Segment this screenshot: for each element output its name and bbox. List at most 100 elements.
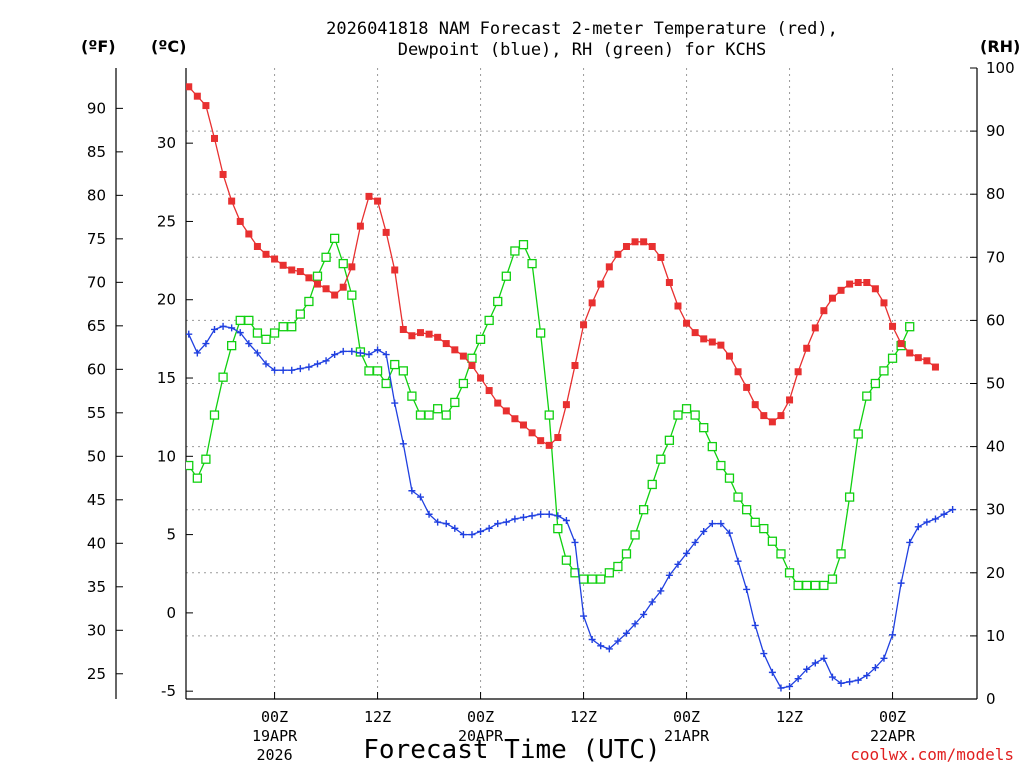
dewpoint-point xyxy=(914,523,922,531)
temperature-point xyxy=(451,346,459,354)
time-tick-label: 00Z xyxy=(673,708,700,726)
celsius-tick-label: 20 xyxy=(157,291,176,309)
dewpoint-point xyxy=(399,440,407,448)
dewpoint-point xyxy=(288,366,296,374)
dewpoint-point xyxy=(768,668,776,676)
rh-point xyxy=(844,492,855,502)
temperature-point xyxy=(528,429,536,437)
dewpoint-point xyxy=(219,322,227,330)
temperature-point xyxy=(374,197,382,205)
time-tick-label: 00Z xyxy=(467,708,494,726)
dewpoint-point xyxy=(871,664,879,672)
temperature-point xyxy=(545,441,553,449)
dewpoint-point xyxy=(356,349,364,357)
rh-point xyxy=(235,315,245,326)
celsius-tick-label: 0 xyxy=(166,604,176,622)
temperature-point xyxy=(708,338,716,346)
date-label: 20APR xyxy=(458,727,504,745)
dewpoint-point xyxy=(313,360,321,368)
dewpoint-point xyxy=(322,357,330,365)
temperature-point xyxy=(262,250,270,258)
rh-point xyxy=(630,530,640,540)
temperature-point xyxy=(434,333,442,341)
rh-tick-label: 0 xyxy=(986,690,996,708)
rh-point xyxy=(699,423,709,433)
temperature-point xyxy=(202,102,210,110)
dewpoint-point xyxy=(949,506,957,514)
rh-point xyxy=(295,309,305,319)
rh-point xyxy=(278,322,288,332)
temperature-point xyxy=(339,283,347,291)
temperature-point xyxy=(820,307,828,315)
rh-point xyxy=(484,315,494,326)
rh-point xyxy=(475,334,486,344)
rh-point xyxy=(638,505,649,515)
dewpoint-point xyxy=(562,517,570,525)
dewpoint-point xyxy=(640,610,648,618)
rh-point xyxy=(776,549,786,559)
dewpoint-point xyxy=(786,682,794,690)
rh-tick-label: 50 xyxy=(986,375,1005,393)
dewpoint-point xyxy=(837,679,845,687)
dewpoint-point xyxy=(760,650,768,658)
rh-point xyxy=(209,410,220,420)
rh-point xyxy=(518,240,529,250)
rh-point xyxy=(561,555,572,565)
rh-point xyxy=(372,366,383,376)
dewpoint-point xyxy=(210,325,218,333)
temperature-point xyxy=(760,412,768,420)
rh-point xyxy=(647,479,657,490)
temperature-point xyxy=(554,434,562,442)
temperature-point xyxy=(605,263,613,271)
rh-point xyxy=(227,340,237,351)
dewpoint-point xyxy=(442,520,450,528)
dewpoint-point xyxy=(588,636,596,644)
fahrenheit-tick-label: 60 xyxy=(87,360,106,378)
dewpoint-point xyxy=(236,329,244,337)
rh-point xyxy=(398,366,408,376)
fahrenheit-tick-label: 50 xyxy=(87,447,106,465)
temperature-point xyxy=(279,261,287,269)
dewpoint-point xyxy=(708,520,716,528)
dewpoint-point xyxy=(477,527,485,535)
temperature-point xyxy=(906,349,914,357)
temperature-point xyxy=(245,230,253,238)
rh-point xyxy=(218,372,228,382)
dewpoint-point xyxy=(365,351,373,359)
rh-point xyxy=(664,435,675,445)
time-tick-label: 12Z xyxy=(776,708,803,726)
dewpoint-point xyxy=(880,654,888,662)
temperature-point xyxy=(803,344,811,352)
temperature-point xyxy=(837,286,845,294)
dewpoint-point xyxy=(674,560,682,568)
temperature-point xyxy=(219,170,227,178)
rh-tick-label: 60 xyxy=(986,311,1005,329)
rh-point xyxy=(321,252,331,262)
dewpoint-point xyxy=(296,365,304,373)
celsius-tick-label: 25 xyxy=(157,212,176,230)
rh-point xyxy=(312,271,323,281)
temperature-point xyxy=(588,299,596,307)
temperature-point xyxy=(416,329,424,337)
rh-point xyxy=(424,410,434,420)
rh-point xyxy=(535,328,546,338)
chart-title-line-1: 2026041818 NAM Forecast 2-meter Temperat… xyxy=(326,19,838,39)
rh-point xyxy=(587,574,597,584)
temperature-point xyxy=(743,383,751,391)
dewpoint-point xyxy=(391,399,399,407)
rh-point xyxy=(724,473,735,483)
dewpoint-point xyxy=(777,684,785,692)
rh-unit-label: (RH) xyxy=(980,37,1020,56)
temperature-point xyxy=(399,325,407,333)
date-label: 22APR xyxy=(870,727,916,745)
temperature-point xyxy=(331,291,339,299)
rh-point xyxy=(381,378,391,389)
dewpoint-point xyxy=(897,579,905,587)
rh-point xyxy=(458,378,469,389)
rh-point xyxy=(784,568,795,578)
dewpoint-point xyxy=(863,672,871,680)
rh-point xyxy=(613,561,623,572)
dewpoint-point xyxy=(648,598,656,606)
rh-tick-label: 40 xyxy=(986,438,1005,456)
temperature-point xyxy=(889,322,897,330)
